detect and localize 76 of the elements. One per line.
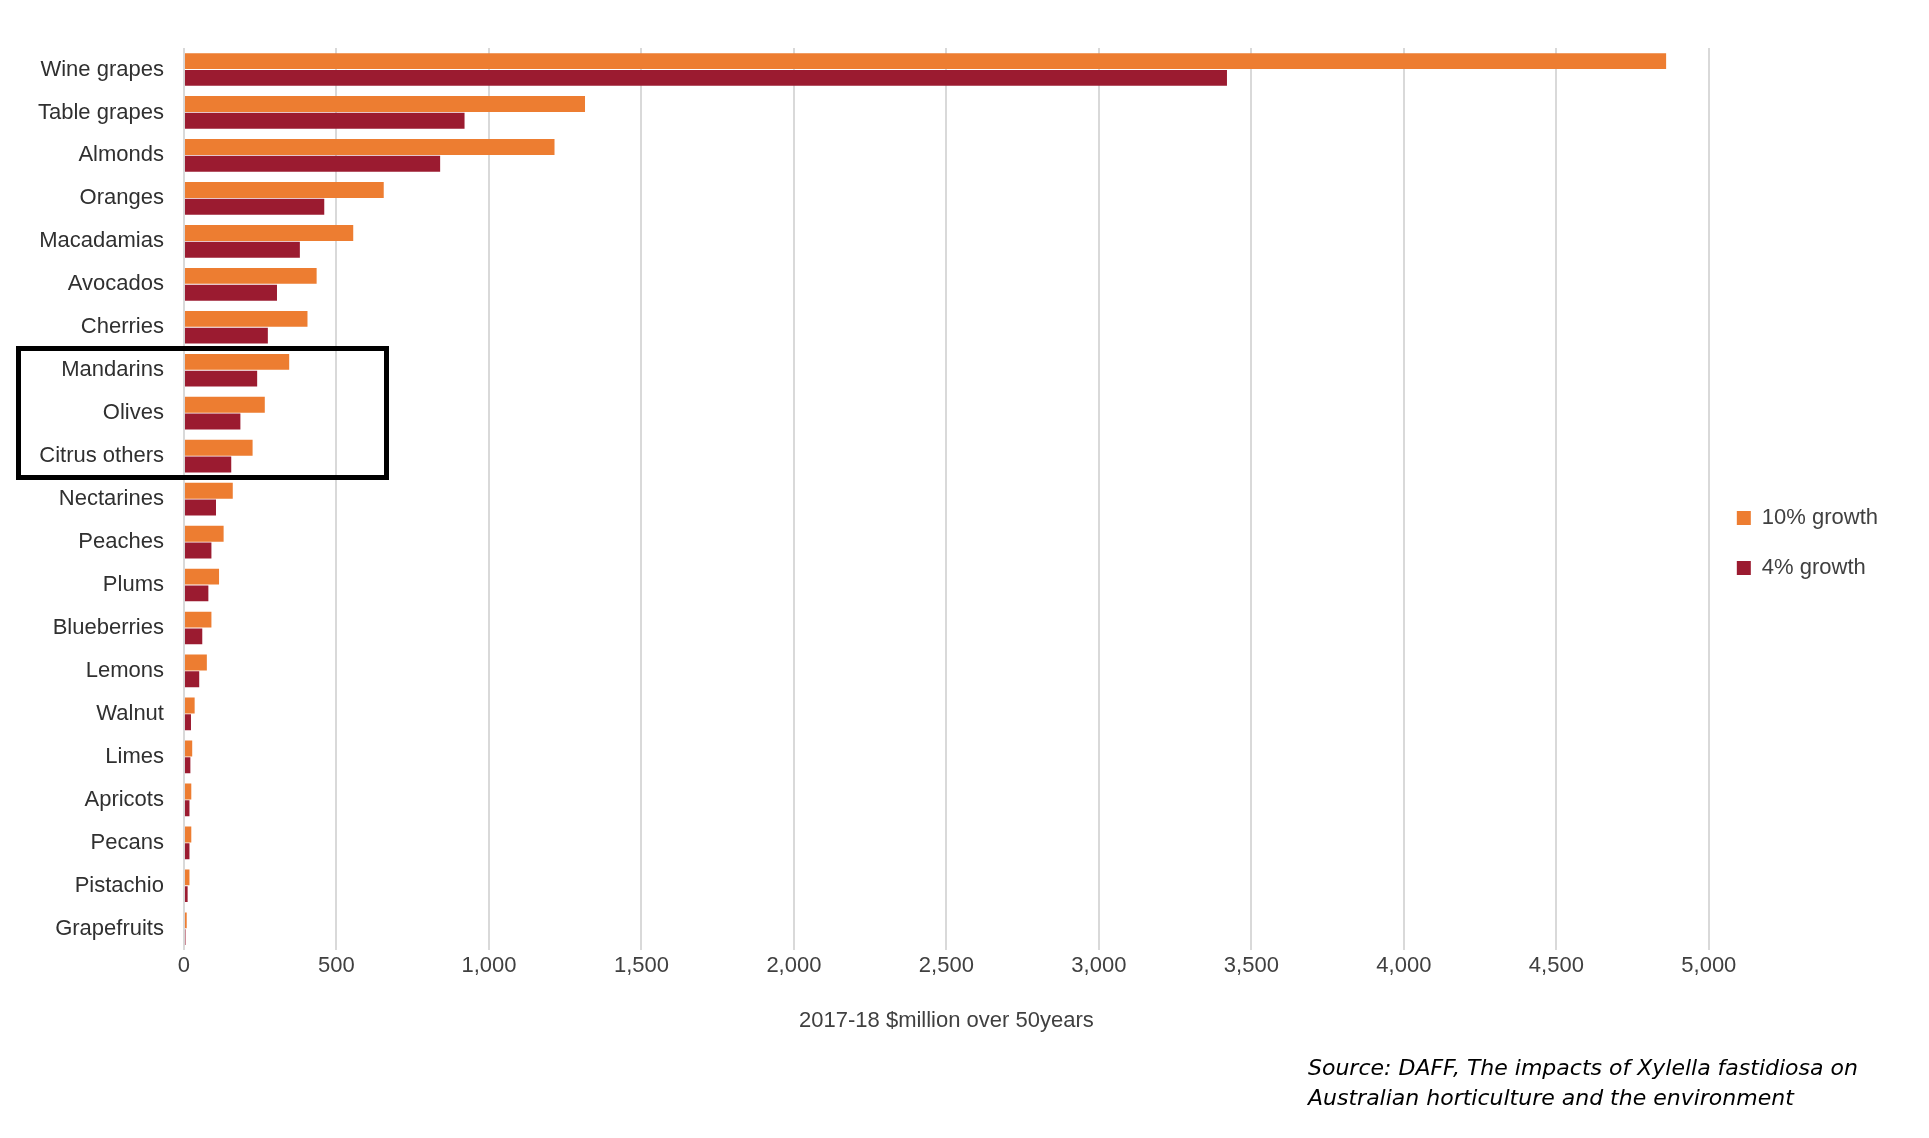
y-tick-label: Lemons bbox=[85, 657, 164, 683]
x-tick-label: 5,000 bbox=[1681, 952, 1737, 978]
bar bbox=[184, 224, 354, 241]
x-tick-label: 2,500 bbox=[918, 952, 974, 978]
bar bbox=[184, 53, 1667, 70]
bar bbox=[184, 886, 188, 903]
bar bbox=[184, 96, 586, 113]
bar bbox=[184, 456, 232, 473]
bar bbox=[184, 370, 258, 387]
bar bbox=[184, 155, 441, 172]
y-tick-label: Walnut bbox=[96, 699, 164, 725]
y-tick-label: Limes bbox=[105, 742, 164, 768]
bar bbox=[184, 482, 233, 499]
y-tick-label: Oranges bbox=[79, 184, 164, 210]
bar bbox=[184, 542, 212, 559]
y-tick-label: Avocados bbox=[67, 270, 164, 296]
y-tick-label: Macadamias bbox=[39, 227, 164, 253]
bar bbox=[184, 843, 190, 860]
bar bbox=[184, 353, 290, 370]
bar bbox=[184, 112, 465, 129]
bar bbox=[184, 327, 268, 344]
y-tick-label: Grapefruits bbox=[55, 914, 164, 940]
bar bbox=[184, 396, 265, 413]
y-tick-label: Wine grapes bbox=[40, 55, 164, 81]
bar bbox=[184, 182, 384, 198]
bar bbox=[184, 671, 200, 688]
y-tick-label: Almonds bbox=[78, 141, 164, 167]
bar bbox=[184, 241, 300, 258]
bar bbox=[184, 740, 193, 757]
bar bbox=[184, 310, 308, 327]
y-tick-label: Table grapes bbox=[37, 98, 164, 124]
x-tick-label: 3,000 bbox=[1071, 952, 1127, 978]
y-tick-label: Apricots bbox=[84, 785, 164, 811]
bar bbox=[184, 611, 212, 628]
bar bbox=[184, 757, 191, 774]
y-tick-label: Peaches bbox=[78, 528, 164, 554]
bar bbox=[184, 267, 317, 284]
x-tick-label: 500 bbox=[318, 952, 355, 978]
bar bbox=[184, 139, 555, 155]
x-axis-title: 2017-18 $million over 50years bbox=[799, 1006, 1094, 1032]
bar bbox=[184, 525, 224, 542]
y-tick-label: Citrus others bbox=[39, 442, 164, 468]
bar bbox=[184, 439, 253, 456]
y-tick-label: Blueberries bbox=[52, 614, 164, 640]
y-tick-label: Mandarins bbox=[61, 356, 164, 382]
x-tick-label: 0 bbox=[177, 952, 191, 978]
x-tick-label: 1,500 bbox=[613, 952, 669, 978]
bar bbox=[184, 628, 203, 645]
y-tick-label: Plums bbox=[102, 571, 164, 597]
bar bbox=[184, 697, 195, 714]
bar bbox=[184, 826, 192, 843]
x-tick-label: 3,500 bbox=[1223, 952, 1279, 978]
y-tick-label: Pistachio bbox=[74, 871, 164, 897]
bar bbox=[184, 654, 207, 671]
bar bbox=[184, 499, 216, 516]
x-tick-label: 2,000 bbox=[766, 952, 822, 978]
bar bbox=[184, 800, 190, 817]
y-tick-label: Nectarines bbox=[58, 485, 164, 511]
x-tick-label: 1,000 bbox=[461, 952, 517, 978]
bar bbox=[184, 585, 209, 602]
legend-label: 10% growth bbox=[1761, 504, 1879, 530]
legend-label: 4% growth bbox=[1761, 554, 1866, 580]
y-tick-label: Olives bbox=[102, 399, 164, 425]
bar bbox=[184, 198, 325, 215]
y-tick-label: Cherries bbox=[80, 313, 164, 339]
bar bbox=[184, 413, 241, 430]
x-tick-label: 4,500 bbox=[1528, 952, 1584, 978]
x-tick-label: 4,000 bbox=[1376, 952, 1432, 978]
bar bbox=[184, 69, 1227, 86]
bar bbox=[184, 714, 191, 731]
bar bbox=[184, 869, 190, 886]
bar bbox=[184, 568, 220, 585]
bar bbox=[184, 284, 277, 301]
source-note: Source: DAFF, The impacts of Xylella fastidiosa on Australian horticulture and the environment bbox=[1308, 1054, 1859, 1112]
bar bbox=[184, 783, 192, 800]
y-tick-label: Pecans bbox=[90, 828, 164, 854]
